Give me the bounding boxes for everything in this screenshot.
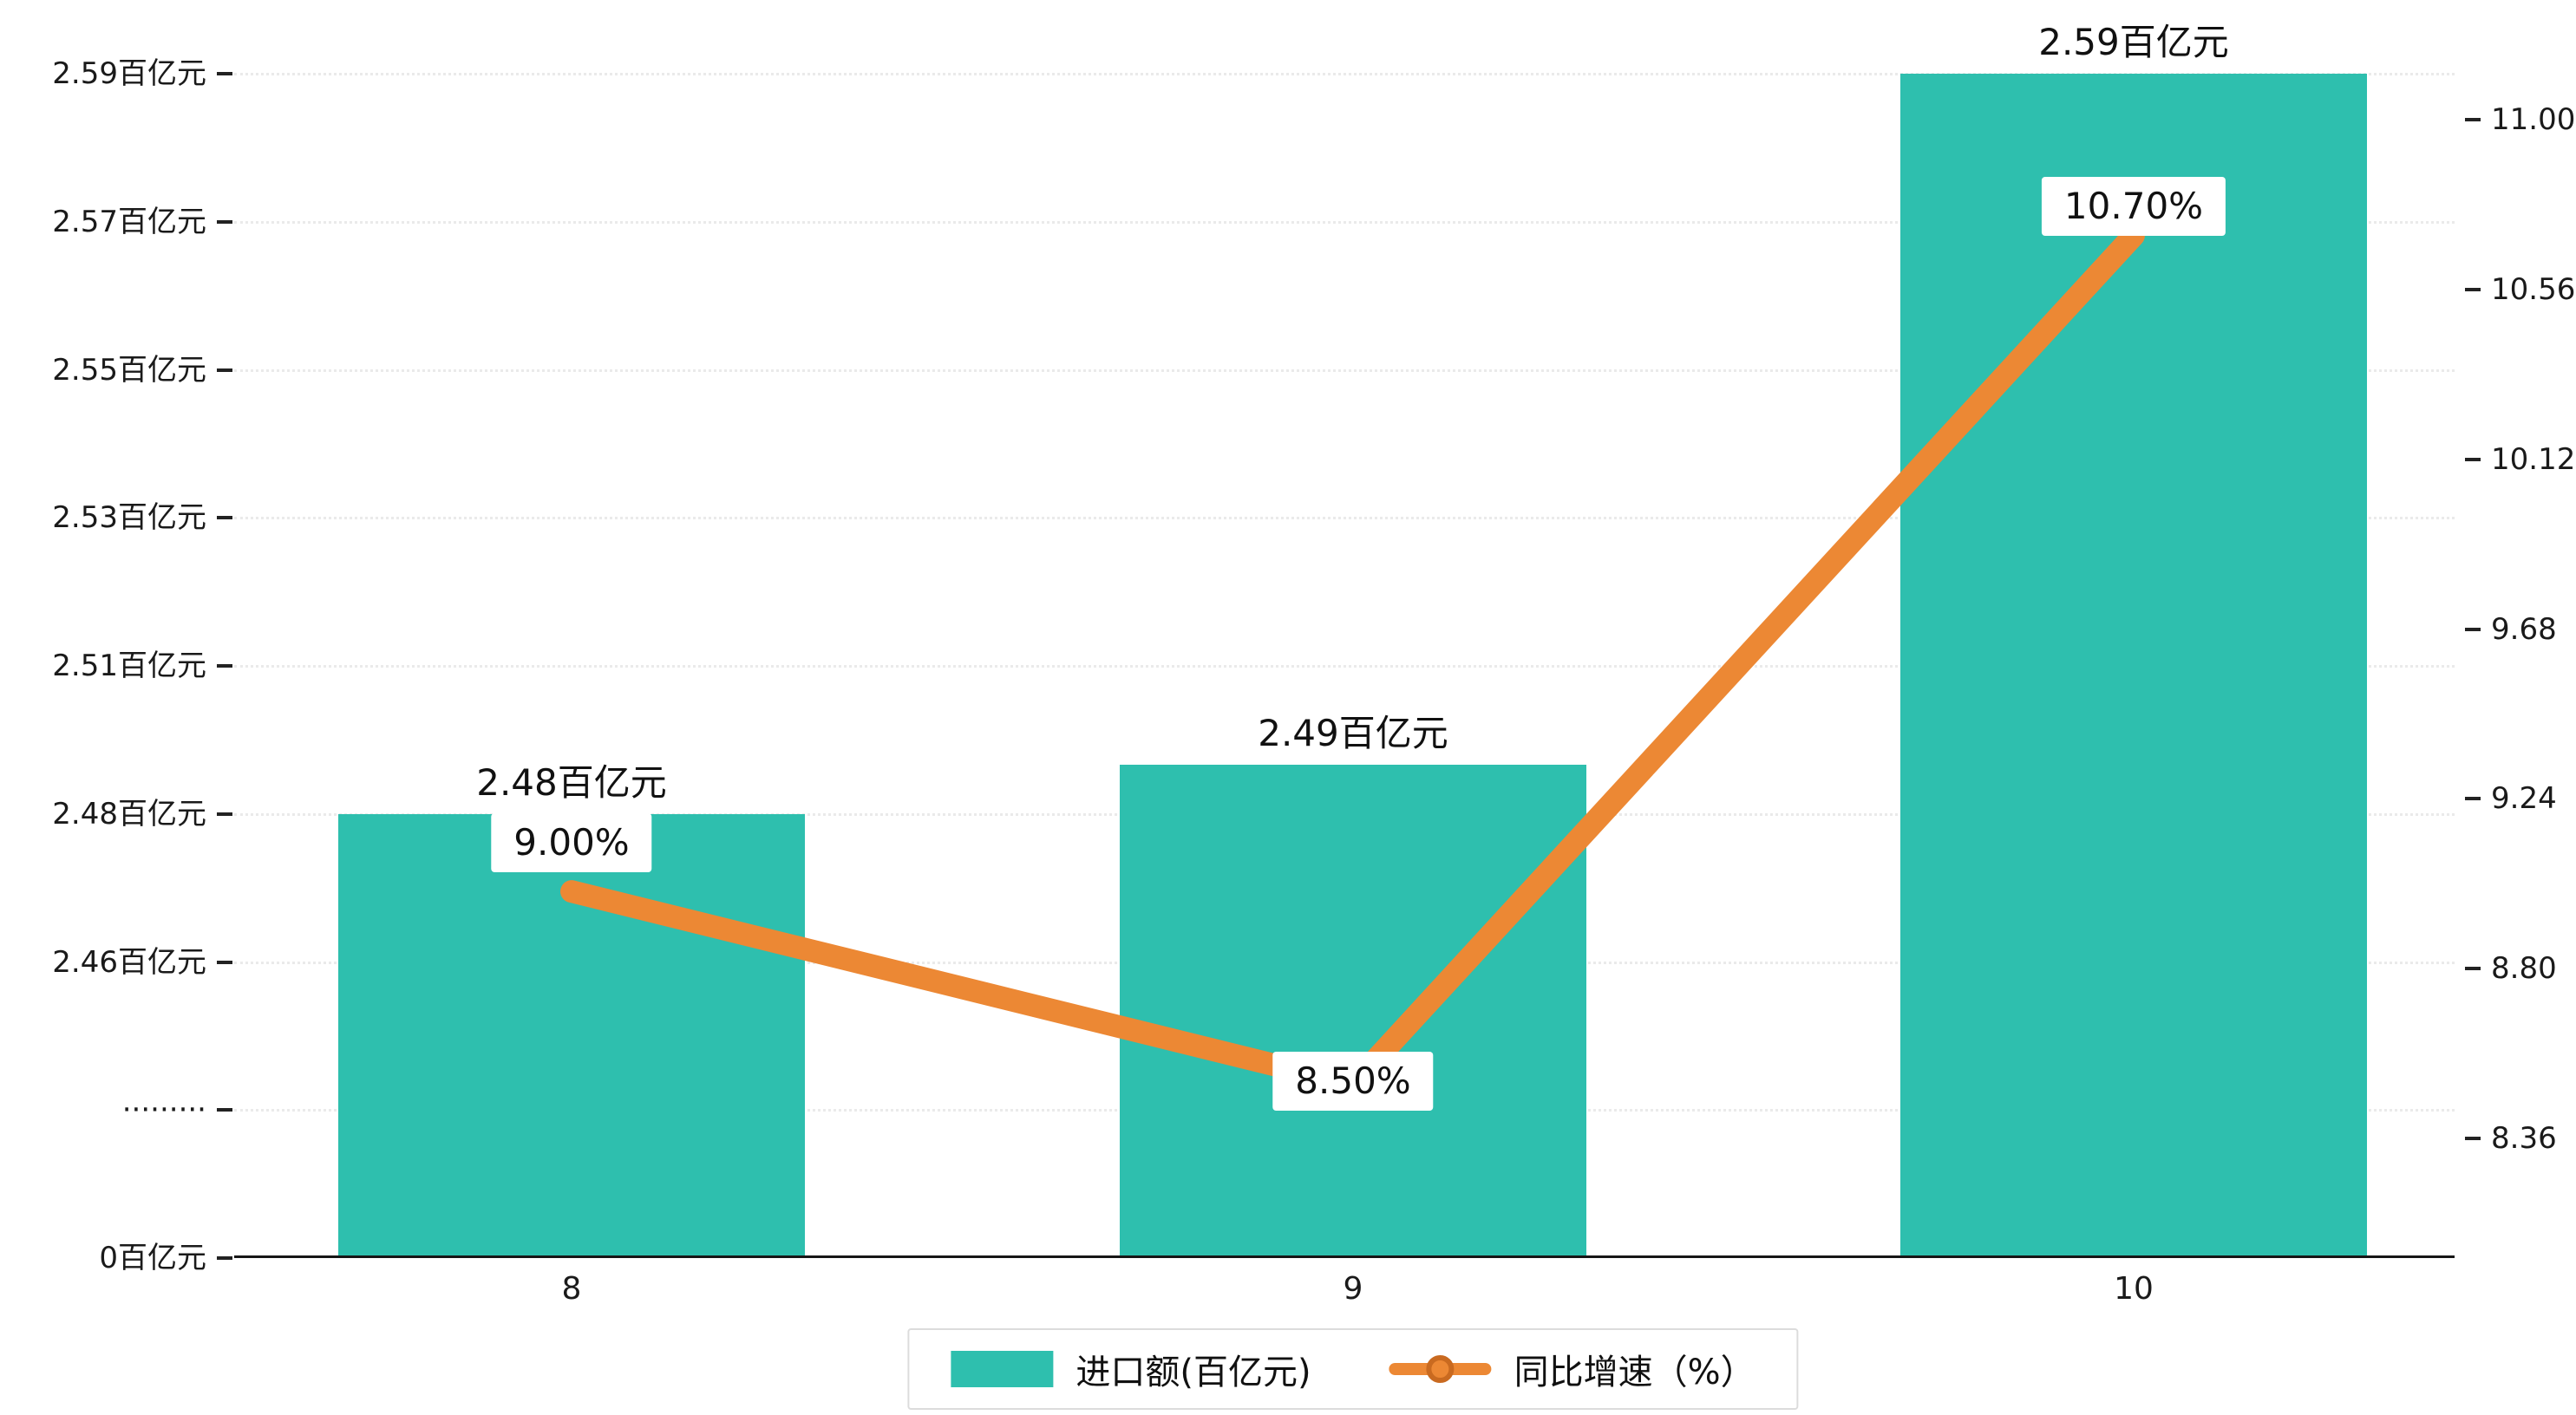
right-axis-tick-mark [2465, 1137, 2481, 1140]
growth-value-label: 9.00% [491, 813, 652, 873]
line-series-marker-icon [1389, 1355, 1492, 1383]
legend-item-import-value: 进口额(百亿元) [951, 1344, 1311, 1394]
left-axis-tick-mark [217, 960, 232, 964]
left-axis-tick-mark [217, 219, 232, 224]
x-axis-line [234, 1255, 2455, 1258]
left-axis-tick-mark [217, 812, 232, 816]
gridline [234, 665, 2455, 668]
growth-value-label: 8.50% [1272, 1051, 1434, 1111]
left-axis-tick-mark [217, 72, 232, 75]
line-marker-dot-icon [1426, 1355, 1455, 1383]
right-axis-tick-label: 10.56 [2491, 271, 2576, 307]
bar-value-label: 2.49百亿元 [1235, 703, 1471, 763]
left-axis-tick-label: 2.55百亿元 [52, 352, 206, 388]
legend-item-growth-rate: 同比增速（%） [1389, 1344, 1755, 1394]
left-axis-tick-mark [217, 1256, 232, 1260]
left-axis-tick-mark [217, 516, 232, 520]
import-value-bar [1900, 74, 2367, 1258]
gridline [234, 73, 2455, 75]
right-axis-tick-mark [2465, 967, 2481, 971]
right-axis-tick-mark [2465, 457, 2481, 461]
bar-value-label: 2.48百亿元 [454, 753, 690, 812]
growth-rate-line [560, 224, 2145, 1096]
legend-label-growth-rate: 同比增速（%） [1514, 1353, 1755, 1392]
right-axis-tick-label: 11.00 [2491, 102, 2576, 137]
right-axis-tick-label: 8.80 [2491, 951, 2557, 987]
right-axis-tick-label: 10.12 [2491, 441, 2576, 477]
left-axis-tick-mark [217, 664, 232, 668]
legend: 进口额(百亿元) 同比增速（%） [907, 1328, 1799, 1410]
right-axis-tick-label: 8.36 [2491, 1121, 2557, 1156]
import-value-bar [1120, 764, 1586, 1258]
left-axis-tick-label: 2.48百亿元 [52, 796, 206, 831]
right-axis-tick-mark [2465, 287, 2481, 291]
right-axis-tick-mark [2465, 797, 2481, 801]
left-axis-tick-label: 2.46百亿元 [52, 944, 206, 980]
left-axis-tick-mark [217, 368, 232, 372]
right-axis-tick-label: 9.24 [2491, 781, 2557, 817]
right-axis-tick-label: 9.68 [2491, 611, 2557, 647]
x-axis-category-label: 9 [1343, 1271, 1363, 1307]
left-axis-tick-label: 0百亿元 [99, 1241, 206, 1275]
left-axis-tick-label: 2.51百亿元 [52, 649, 206, 683]
left-axis-tick-label: ········· [121, 1092, 206, 1128]
growth-value-label: 10.70% [2041, 176, 2226, 236]
left-axis-tick-label: 2.59百亿元 [52, 56, 206, 91]
right-axis-tick-mark [2465, 118, 2481, 121]
gridline [234, 220, 2455, 224]
x-axis-category-label: 10 [2114, 1271, 2154, 1307]
bar-value-label: 2.59百亿元 [2016, 13, 2252, 72]
left-axis-tick-mark [217, 1108, 232, 1112]
bar-series-swatch-icon [951, 1351, 1054, 1387]
left-axis-tick-label: 2.57百亿元 [52, 204, 206, 239]
legend-label-import-value: 进口额(百亿元) [1076, 1353, 1311, 1392]
x-axis-category-label: 8 [561, 1271, 582, 1307]
left-axis-tick-label: 2.53百亿元 [52, 500, 206, 536]
right-axis-tick-mark [2465, 627, 2481, 631]
gridline [234, 368, 2455, 372]
gridline [234, 517, 2455, 520]
